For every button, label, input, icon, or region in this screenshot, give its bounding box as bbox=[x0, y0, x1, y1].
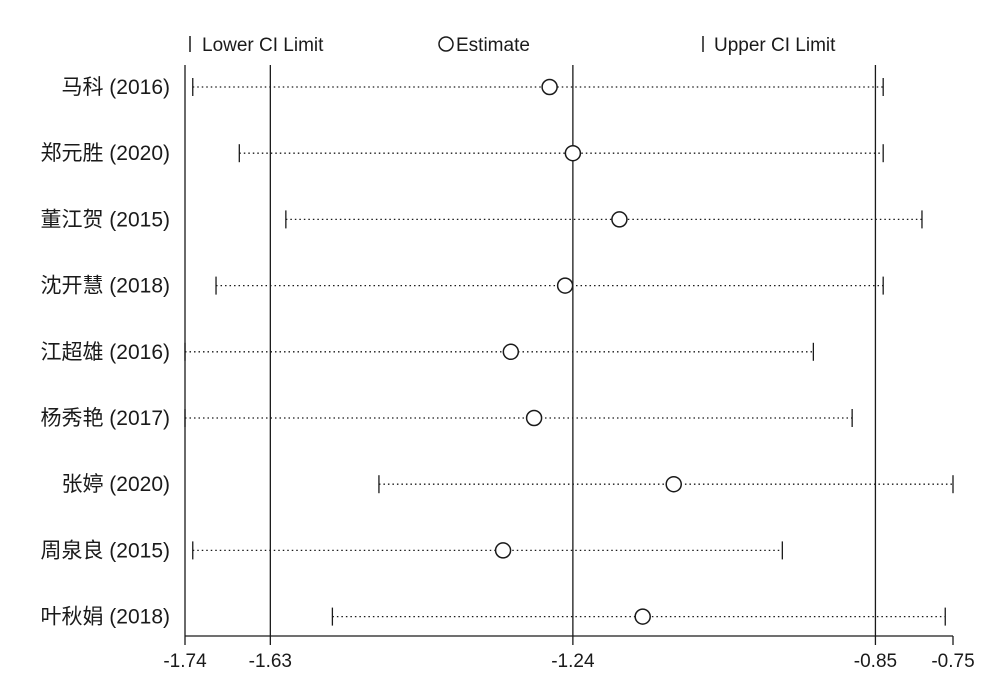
study-row: 张婷 (2020) bbox=[61, 473, 954, 496]
x-tick-label: -1.24 bbox=[551, 651, 595, 672]
study-label: 杨秀艳 (2017) bbox=[40, 407, 170, 430]
legend-estimate-label: Estimate bbox=[456, 35, 530, 56]
estimate-marker bbox=[502, 343, 520, 361]
study-row: 沈开慧 (2018) bbox=[40, 275, 884, 298]
plot-area: -1.74 -1.63 -1.24 -0.85 -0.75 马科 (2016) 郑元胜 (2… bbox=[40, 65, 975, 672]
estimate-marker bbox=[665, 475, 682, 493]
study-row: 周泉良 (2015) bbox=[40, 539, 783, 562]
study-label: 叶秋娟 (2018) bbox=[40, 606, 170, 629]
study-label: 董江贺 (2015) bbox=[40, 208, 170, 231]
estimate-marker bbox=[541, 78, 558, 96]
study-row: 叶秋娟 (2018) bbox=[40, 606, 946, 629]
study-row: 郑元胜 (2020) bbox=[40, 142, 884, 165]
study-row: 马科 (2016) bbox=[61, 76, 884, 99]
study-label: 郑元胜 (2020) bbox=[40, 142, 170, 165]
estimate-marker bbox=[556, 277, 574, 294]
study-row: 董江贺 (2015) bbox=[40, 208, 923, 231]
x-tick-label: -1.74 bbox=[163, 651, 207, 672]
study-label: 江超雄 (2016) bbox=[40, 341, 170, 364]
legend-upper-ci-label: Upper CI Limit bbox=[714, 35, 836, 56]
estimate-marker bbox=[634, 608, 651, 625]
x-tick-label: -0.85 bbox=[854, 651, 897, 672]
study-row: 杨秀艳 (2017) bbox=[40, 407, 853, 430]
legend: Lower CI Limit Estimate Upper CI Limit bbox=[189, 35, 836, 56]
estimate-marker bbox=[564, 144, 582, 162]
estimate-marker bbox=[494, 542, 512, 559]
estimate-marker bbox=[525, 409, 543, 427]
x-tick-label: -1.63 bbox=[249, 651, 292, 672]
study-label: 马科 (2016) bbox=[61, 76, 170, 99]
study-row: 江超雄 (2016) bbox=[40, 341, 815, 364]
legend-lower-ci-label: Lower CI Limit bbox=[202, 35, 324, 56]
study-label: 沈开慧 (2018) bbox=[40, 275, 170, 298]
estimate-marker bbox=[611, 211, 628, 228]
legend-estimate-marker bbox=[438, 36, 454, 52]
study-label: 张婷 (2020) bbox=[61, 473, 170, 496]
study-label: 周泉良 (2015) bbox=[40, 539, 170, 562]
x-tick-label: -0.75 bbox=[931, 651, 974, 672]
